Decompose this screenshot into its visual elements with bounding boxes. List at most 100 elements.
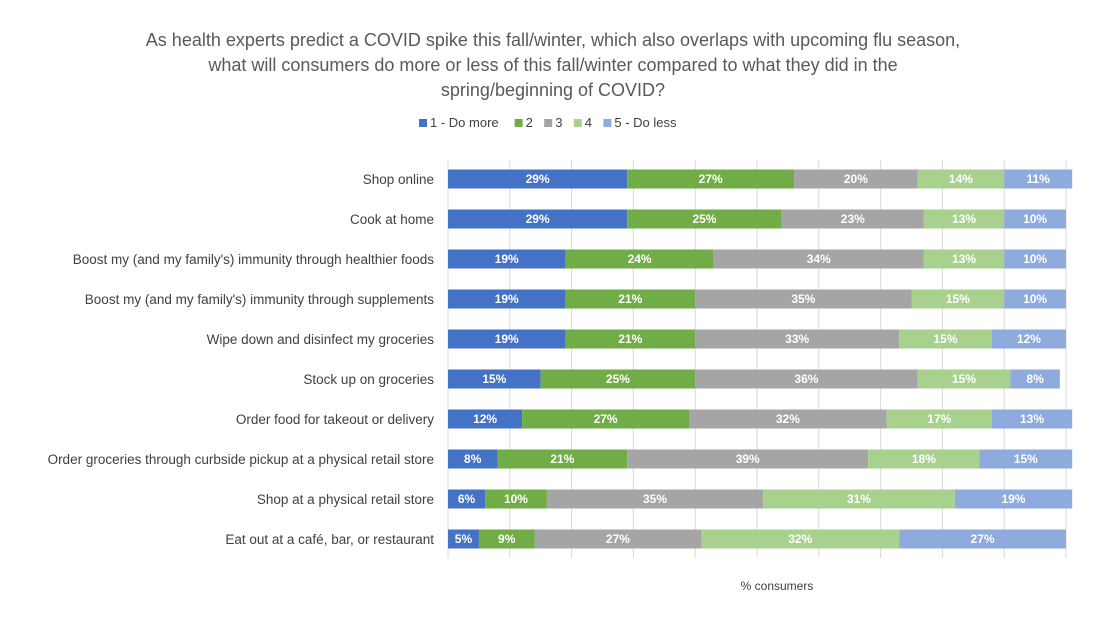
bar-segment-r10-s5 [899,529,1066,549]
data-label-r4-s3: 35% [791,292,815,306]
bar-segment-r4-s2 [565,289,696,309]
data-label-r10-s2: 9% [498,532,516,546]
data-label-r5-s1: 19% [495,332,519,346]
bar-segment-r9-s4 [763,489,955,509]
data-label-r4-s5: 10% [1023,292,1047,306]
bar-segment-r6-s1 [448,369,541,389]
legend-label-3: 3 [555,115,562,130]
data-label-r5-s4: 15% [933,332,957,346]
bar-segment-r10-s1 [448,529,479,549]
bar-segment-r2-s1 [448,209,628,229]
data-label-r9-s3: 35% [643,492,667,506]
data-labels: 29% 27% 20% 14% 11% 29% 25% 23% 13% 10% 19% 24% 34% 1… [455,172,1050,546]
legend-swatch-1 [419,119,427,127]
data-label-r4-s2: 21% [618,292,642,306]
bar-segment-r7-s5 [991,409,1073,429]
data-label-r8-s5: 15% [1014,452,1038,466]
data-label-r10-s1: 5% [455,532,473,546]
bar-segment-r7-s3 [689,409,887,429]
bar-segment-r1-s2 [627,169,795,189]
data-label-r3-s2: 24% [628,252,652,266]
bar-segment-r6-s5 [1010,369,1060,389]
chart-title-line-1: As health experts predict a COVID spike … [146,30,960,50]
bar-segment-r2-s2 [627,209,782,229]
legend-swatch-4 [573,119,582,127]
data-label-r7-s4: 17% [927,412,951,426]
data-label-r7-s1: 12% [473,412,497,426]
bar-segment-r1-s3 [794,169,918,189]
chart-legend: 1 - Do more 2 3 4 5 - Do less [419,115,677,130]
bar-segment-r6-s3 [695,369,918,389]
data-label-r8-s3: 39% [736,452,760,466]
bar-segment-r4-s1 [448,289,566,309]
bar-segment-r5-s2 [565,329,696,349]
bar-segment-r5-s4 [899,329,992,349]
data-label-r2-s3: 23% [841,212,865,226]
x-axis-label: % consumers [741,579,814,593]
data-label-r2-s1: 29% [526,212,550,226]
data-label-r7-s5: 13% [1020,412,1044,426]
chart-bars [448,169,1073,549]
data-label-r5-s5: 12% [1017,332,1041,346]
data-label-r4-s4: 15% [946,292,970,306]
data-label-r6-s3: 36% [794,372,818,386]
bar-segment-r8-s4 [868,449,980,469]
data-label-r2-s2: 25% [692,212,716,226]
data-label-r9-s5: 19% [1001,492,1025,506]
bar-segment-r5-s3 [695,329,900,349]
bar-segment-r3-s4 [923,249,1005,269]
category-label-1: Shop online [363,172,434,187]
bar-segment-r3-s5 [1004,249,1066,269]
legend-label-2: 2 [526,115,533,130]
legend-label-1: 1 - Do more [430,115,499,130]
bar-segment-r7-s4 [886,409,992,429]
bar-segment-r9-s5 [954,489,1073,509]
bar-segment-r9-s1 [448,489,486,509]
data-label-r9-s2: 10% [504,492,528,506]
bar-segment-r6-s4 [917,369,1011,389]
category-label-3: Boost my (and my family's) immunity thro… [73,252,434,267]
data-label-r7-s2: 27% [594,412,618,426]
legend-swatch-3 [544,119,553,127]
category-label-8: Order groceries through curbside pickup … [48,452,434,467]
data-label-r8-s2: 21% [550,452,574,466]
bar-segment-r7-s2 [522,409,690,429]
category-label-9: Shop at a physical retail store [257,492,434,507]
category-axis-labels: Shop online Cook at home Boost my (and my … [48,172,435,547]
data-label-r2-s5: 10% [1023,212,1047,226]
bar-segment-r2-s5 [1004,209,1066,229]
category-label-2: Cook at home [350,212,434,227]
legend-swatch-2 [514,119,523,127]
bar-segment-r8-s2 [497,449,628,469]
bar-segment-r9-s3 [546,489,764,509]
data-label-r8-s1: 8% [464,452,482,466]
data-label-r3-s5: 10% [1023,252,1047,266]
bar-segment-r4-s5 [1004,289,1066,309]
data-label-r5-s3: 33% [785,332,809,346]
data-label-r6-s4: 15% [952,372,976,386]
category-label-10: Eat out at a café, bar, or restaurant [225,532,434,547]
bar-segment-r1-s5 [1004,169,1073,189]
legend-label-5: 5 - Do less [614,115,677,130]
bar-segment-r5-s1 [448,329,566,349]
data-label-r1-s1: 29% [526,172,550,186]
bar-segment-r3-s3 [713,249,924,269]
bar-segment-r8-s5 [979,449,1073,469]
bar-segment-r10-s2 [478,529,535,549]
data-label-r1-s3: 20% [844,172,868,186]
bar-segment-r1-s4 [917,169,1005,189]
bar-segment-r8-s3 [627,449,869,469]
data-label-r3-s3: 34% [807,252,831,266]
chart-title: As health experts predict a COVID spike … [146,30,960,100]
bar-segment-r10-s3 [534,529,702,549]
data-label-r8-s4: 18% [912,452,936,466]
data-label-r3-s1: 19% [495,252,519,266]
bar-segment-r2-s3 [781,209,924,229]
data-label-r10-s3: 27% [606,532,630,546]
data-label-r1-s4: 14% [949,172,973,186]
bar-segment-r8-s1 [448,449,498,469]
data-label-r9-s1: 6% [458,492,476,506]
bar-segment-r4-s4 [911,289,1005,309]
data-label-r6-s2: 25% [606,372,630,386]
